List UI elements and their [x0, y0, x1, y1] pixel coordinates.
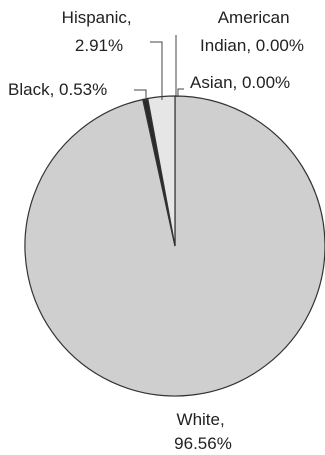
label-american-indian-line2: Indian, 0.00% [200, 36, 304, 55]
label-white-line1: White, [177, 410, 225, 429]
label-black: Black, 0.53% [8, 80, 107, 99]
label-hispanic-line2: 2.91% [75, 36, 123, 55]
label-american-indian-line1: American [218, 8, 290, 27]
pie-slices [24, 95, 325, 397]
label-hispanic: Hispanic, 2.91% [62, 8, 137, 55]
leader-line-black [134, 89, 147, 101]
leader-line-hispanic [150, 41, 163, 100]
label-asian: Asian, 0.00% [190, 73, 290, 92]
label-white-line2: 96.56% [174, 434, 232, 453]
label-american-indian: American Indian, 0.00% [200, 8, 304, 55]
leader-line-asian [177, 88, 184, 97]
pie-slice-hispanic [147, 95, 176, 247]
label-white: White, 96.56% [174, 410, 232, 453]
label-hispanic-line1: Hispanic, [62, 8, 132, 27]
